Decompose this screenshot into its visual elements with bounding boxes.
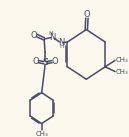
Text: O: O (84, 10, 90, 19)
Text: N: N (58, 38, 64, 47)
Text: S: S (42, 58, 48, 67)
Text: O: O (51, 57, 58, 66)
Text: O: O (32, 57, 39, 66)
Text: CH₃: CH₃ (116, 69, 129, 75)
Text: CH₃: CH₃ (116, 57, 129, 63)
Text: H: H (60, 44, 65, 49)
Text: O: O (31, 31, 38, 40)
Text: N: N (49, 33, 56, 42)
Text: CH₃: CH₃ (35, 131, 48, 137)
Text: H: H (49, 31, 53, 36)
